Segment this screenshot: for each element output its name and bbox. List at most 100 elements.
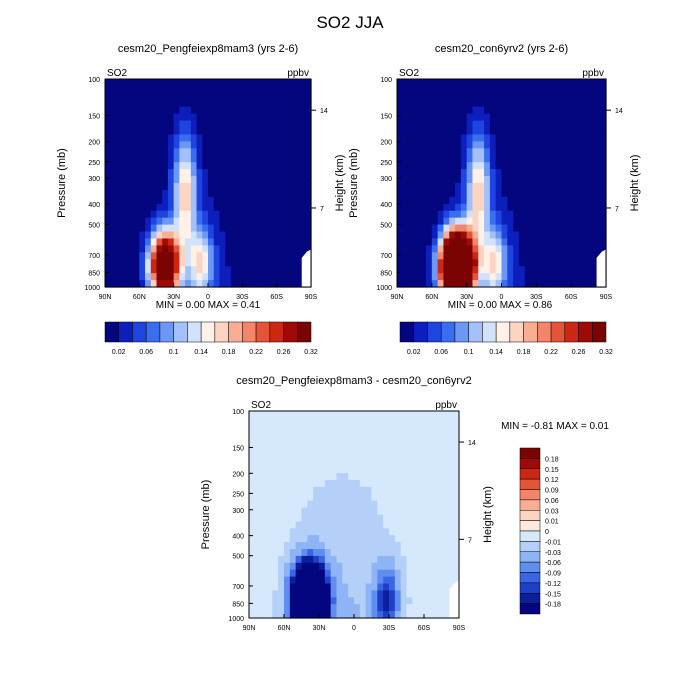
heatmap-cell	[478, 141, 485, 149]
heatmap-cell	[453, 466, 460, 474]
colorbar-label: 0.26	[572, 349, 586, 356]
heatmap-cell	[284, 604, 291, 612]
heatmap-cell	[420, 169, 427, 177]
heatmap-cell	[284, 597, 291, 605]
heatmap-cell	[266, 438, 273, 447]
heatmap-cell	[162, 231, 169, 240]
heatmap-cell	[348, 431, 355, 440]
heatmap-cell	[265, 141, 272, 149]
heatmap-cell	[389, 576, 396, 585]
heatmap-cell	[173, 210, 180, 219]
heatmap-cell	[507, 273, 514, 281]
heatmap-cell	[162, 106, 169, 115]
heatmap-cell	[270, 148, 278, 156]
heatmap-cell	[414, 134, 421, 142]
heatmap-cell	[167, 196, 175, 205]
heatmap-cell	[348, 555, 355, 564]
heatmap-cell	[254, 452, 262, 460]
heatmap-cell	[276, 252, 283, 260]
heatmap-cell	[348, 411, 355, 419]
heatmap-cell	[179, 231, 186, 240]
heatmap-cell	[259, 252, 266, 260]
heatmap-cell	[513, 183, 520, 191]
heatmap-cell	[342, 424, 349, 433]
heatmap-cell	[383, 431, 390, 440]
heatmap-cell	[383, 611, 390, 619]
heatmap-cell	[289, 480, 297, 488]
heatmap-cell	[429, 445, 437, 453]
heatmap-cell	[293, 148, 301, 156]
heatmap-cell	[397, 162, 404, 170]
heatmap-cell	[145, 217, 152, 226]
heatmap-cell	[547, 176, 555, 184]
heatmap-cell	[299, 169, 306, 177]
heatmap-cell	[412, 611, 419, 619]
heatmap-cell	[397, 99, 404, 108]
heatmap-cell	[453, 555, 460, 564]
heatmap-cell	[122, 273, 129, 281]
heatmap-cell	[272, 452, 279, 460]
heatmap-cell	[495, 224, 503, 233]
heatmap-cell	[441, 576, 448, 585]
heatmap-cell	[179, 127, 186, 136]
heatmap-cell	[420, 120, 427, 129]
heatmap-cell	[547, 141, 555, 149]
heatmap-cell	[319, 583, 326, 591]
heatmap-cell	[319, 611, 326, 619]
heatmap-cell	[418, 604, 425, 612]
heatmap-cell	[582, 217, 590, 226]
heatmap-cell	[489, 134, 497, 142]
heatmap-cell	[254, 431, 262, 440]
heatmap-cell	[110, 106, 118, 115]
heatmap-cell	[359, 514, 367, 522]
heatmap-cell	[295, 445, 303, 453]
heatmap-cell	[426, 85, 433, 94]
heatmap-cell	[324, 438, 332, 447]
heatmap-cell	[190, 280, 198, 288]
heatmap-cell	[284, 521, 291, 529]
heatmap-cell	[443, 148, 450, 156]
heatmap-cell	[139, 273, 146, 281]
heatmap-cell	[266, 604, 273, 612]
heatmap-cell	[418, 611, 425, 619]
heatmap-cell	[330, 562, 338, 571]
heatmap-cell	[133, 224, 140, 233]
heatmap-cell	[230, 85, 238, 94]
heatmap-cell	[441, 521, 448, 529]
heatmap-cell	[414, 203, 421, 212]
heatmap-cell	[406, 480, 413, 488]
heatmap-cell	[547, 106, 555, 115]
heatmap-cell	[196, 176, 203, 184]
heatmap-cell	[402, 231, 410, 240]
heatmap-cell	[443, 120, 450, 129]
heatmap-cell	[565, 113, 572, 122]
heatmap-cell	[576, 238, 584, 246]
heatmap-cell	[110, 210, 118, 219]
heatmap-cell	[249, 569, 256, 578]
heatmap-cell	[305, 99, 312, 108]
heatmap-cell	[249, 417, 256, 426]
heatmap-cell	[272, 555, 279, 564]
heatmap-cell	[127, 183, 135, 191]
heatmap-cell	[402, 120, 410, 129]
heatmap-cell	[305, 120, 312, 129]
heatmap-cell	[414, 238, 421, 246]
heatmap-cell	[547, 273, 555, 281]
heatmap-cell	[359, 562, 367, 571]
species-label: SO2	[251, 400, 271, 411]
heatmap-cell	[371, 466, 378, 474]
colorbar-swatch	[440, 321, 456, 343]
heatmap-cell	[324, 576, 332, 585]
heatmap-cell	[288, 252, 295, 260]
heatmap-cell	[447, 535, 454, 543]
heatmap-cell	[453, 507, 460, 516]
heatmap-cell	[236, 85, 243, 94]
heatmap-cell	[594, 113, 601, 122]
heatmap-cell	[127, 252, 135, 260]
heatmap-cell	[110, 189, 118, 198]
x-tick-label: 60N	[278, 625, 291, 632]
heatmap-cell	[513, 141, 520, 149]
y-tick-label: 1000	[376, 285, 392, 292]
heatmap-cell	[270, 196, 278, 205]
heatmap-cell	[406, 569, 413, 578]
